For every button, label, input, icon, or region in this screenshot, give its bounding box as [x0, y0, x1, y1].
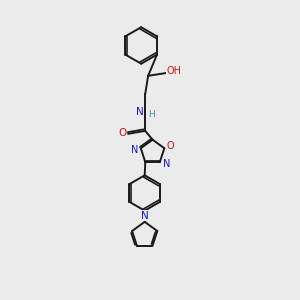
Text: O: O	[167, 141, 175, 151]
Text: N: N	[163, 158, 170, 169]
Text: H: H	[148, 110, 155, 118]
Text: OH: OH	[166, 66, 181, 76]
Text: N: N	[130, 145, 138, 155]
Text: N: N	[141, 211, 148, 221]
Text: N: N	[136, 107, 144, 117]
Text: O: O	[118, 128, 126, 138]
